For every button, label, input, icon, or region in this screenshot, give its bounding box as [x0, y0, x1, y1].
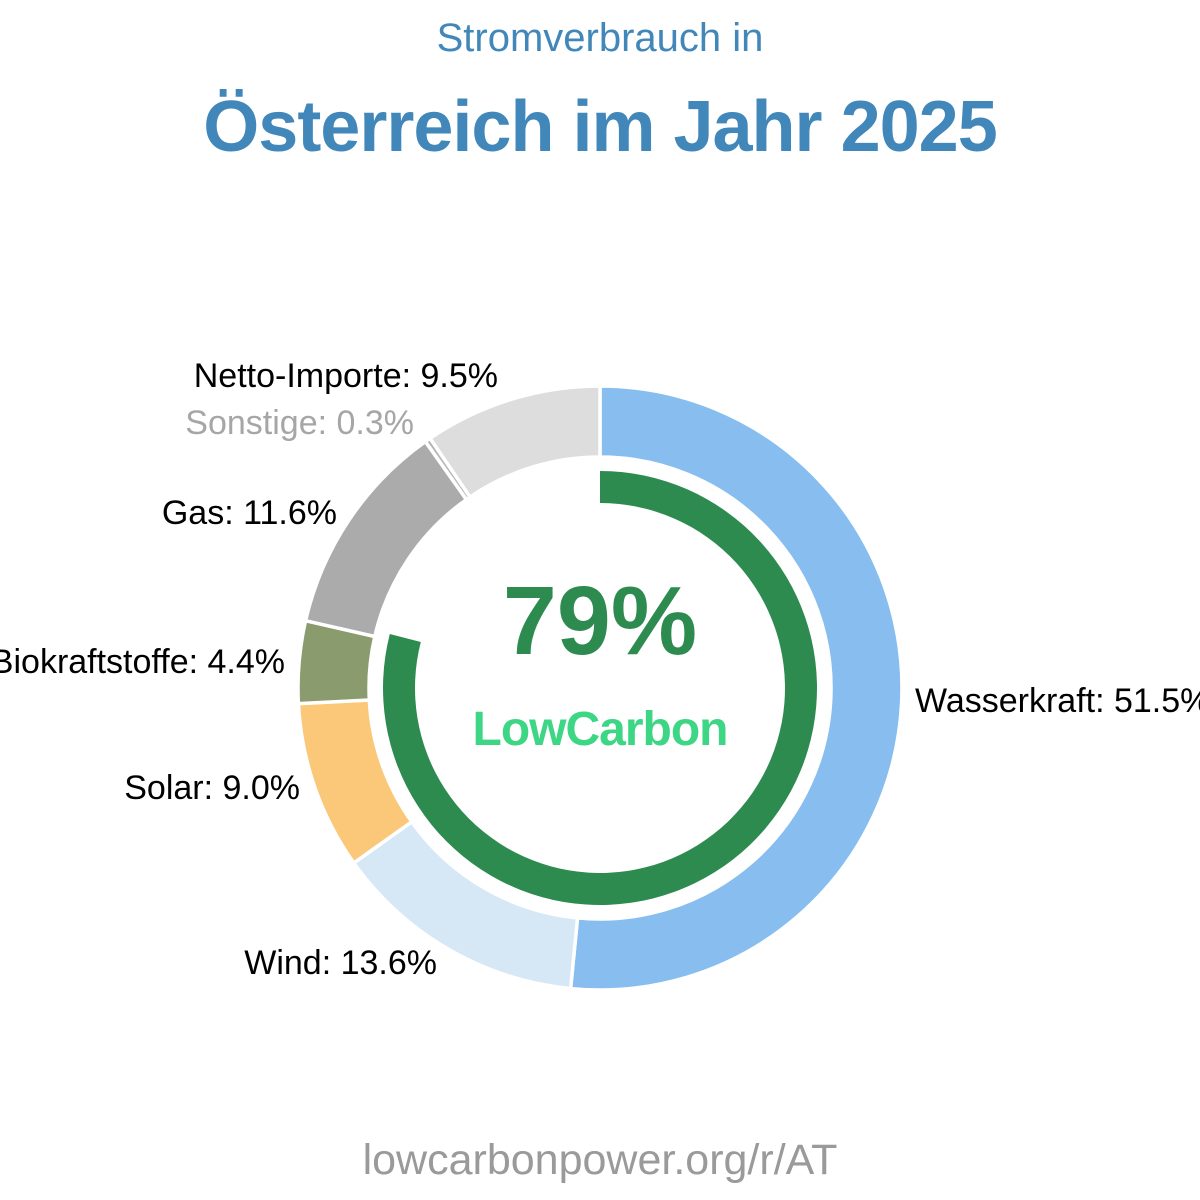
segment-label-gas: Gas: 11.6% [161, 494, 337, 532]
source-url: lowcarbonpower.org/r/AT [362, 1136, 838, 1184]
segment-wasserkraft [568, 384, 904, 992]
segment-label-wind: Wind: 13.6% [244, 944, 437, 982]
segment-label-solar: Solar: 9.0% [124, 769, 300, 807]
segment-label-wasserkraft: Wasserkraft: 51.5% [915, 682, 1200, 720]
chart-title: Österreich im Jahr 2025 [203, 87, 997, 167]
segment-label-netto-importe: Netto-Importe: 9.5% [193, 357, 498, 395]
segment-label-biokraftstoffe: Biokraftstoffe: 4.4% [0, 643, 285, 681]
lowcarbon-percentage: 79% [502, 566, 698, 675]
segment-netto-importe [427, 384, 602, 500]
lowcarbon-gauge-arc [383, 471, 818, 905]
segment-label-sonstige: Sonstige: 0.3% [185, 404, 414, 442]
lowcarbon-brand-label: LowCarbon [472, 703, 729, 756]
chart-subtitle: Stromverbrauch in [436, 16, 764, 60]
